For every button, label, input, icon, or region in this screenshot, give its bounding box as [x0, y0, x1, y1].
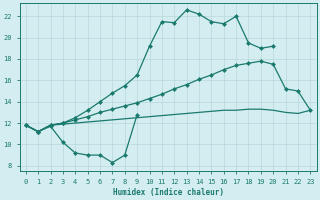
X-axis label: Humidex (Indice chaleur): Humidex (Indice chaleur)	[113, 188, 224, 197]
